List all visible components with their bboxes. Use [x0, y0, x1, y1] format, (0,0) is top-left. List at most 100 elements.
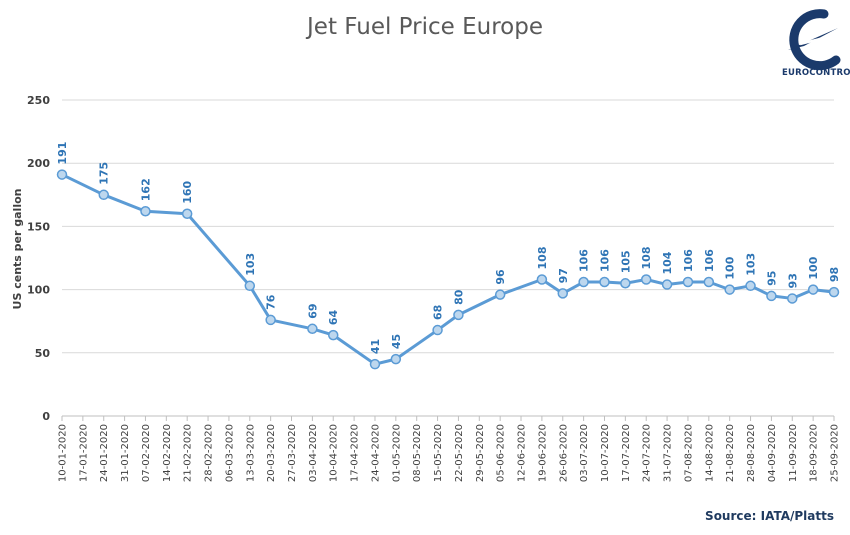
data-label: 103: [745, 253, 758, 276]
data-label: 104: [661, 251, 674, 274]
x-tick-label: 06-03-2020: [224, 424, 235, 482]
x-tick-label: 28-02-2020: [204, 424, 215, 482]
data-label: 108: [640, 247, 653, 270]
data-label: 98: [828, 267, 841, 282]
source-note: Source: IATA/Platts: [705, 509, 834, 523]
x-tick-label: 14-02-2020: [162, 424, 173, 482]
data-label: 175: [98, 162, 111, 185]
x-tick-label: 07-08-2020: [683, 424, 694, 482]
x-tick-label: 10-07-2020: [600, 424, 611, 482]
data-point: [640, 274, 652, 285]
data-point: [390, 353, 402, 365]
logo-text: EUROCONTROL: [782, 68, 850, 78]
x-tick-label: 03-04-2020: [308, 424, 319, 482]
data-point: [703, 276, 715, 288]
eurocontrol-logo-icon: [788, 9, 841, 71]
x-tick-label: 04-09-2020: [767, 424, 778, 482]
data-point: [724, 284, 735, 295]
data-point: [578, 276, 589, 288]
x-tick-label: 26-06-2020: [558, 424, 569, 482]
data-point: [494, 289, 506, 300]
data-point: [265, 314, 276, 326]
data-label: 106: [578, 249, 591, 272]
x-tick-label: 12-06-2020: [517, 424, 528, 482]
data-point: [661, 279, 673, 290]
x-tick-label: 07-02-2020: [141, 424, 152, 482]
data-point: [682, 276, 694, 288]
x-tick-label: 19-06-2020: [537, 424, 548, 482]
data-point: [620, 278, 631, 289]
x-tick-label: 20-03-2020: [266, 424, 277, 482]
x-tick-label: 25-09-2020: [830, 424, 841, 482]
data-label: 80: [452, 289, 465, 305]
data-point: [807, 284, 819, 295]
data-point: [599, 276, 610, 288]
x-tick-label: 21-02-2020: [183, 424, 194, 482]
data-label: 95: [765, 271, 778, 286]
x-tick-label: 14-08-2020: [704, 424, 715, 482]
x-tick-label: 24-01-2020: [99, 424, 110, 482]
x-tick-label: 28-08-2020: [746, 424, 757, 482]
data-label: 100: [724, 256, 737, 279]
data-point: [453, 309, 464, 321]
data-point: [181, 208, 193, 220]
data-point: [98, 189, 109, 201]
x-tick-label: 03-07-2020: [579, 424, 590, 482]
data-point: [244, 280, 256, 292]
data-point: [787, 293, 798, 304]
x-tick-label: 21-08-2020: [725, 424, 736, 482]
data-points: [56, 169, 840, 370]
y-tick-label: 50: [35, 347, 51, 360]
data-label: 160: [181, 180, 194, 203]
data-point: [327, 329, 339, 341]
data-labels: 191 175 162 160 103 76 69 64 41 45 68 80 96 108 97 106 1…: [56, 142, 841, 355]
data-label: 93: [786, 273, 799, 288]
y-tick-label: 100: [27, 284, 50, 297]
x-tick-label: 11-09-2020: [788, 424, 799, 482]
data-label: 100: [807, 256, 820, 279]
data-label: 69: [306, 303, 319, 318]
data-label: 68: [432, 305, 445, 320]
data-label: 105: [619, 250, 632, 273]
data-point: [557, 288, 569, 299]
data-label: 106: [703, 249, 716, 272]
data-label: 103: [244, 253, 257, 276]
data-point: [745, 280, 756, 292]
x-tick-label: 10-01-2020: [58, 424, 69, 482]
data-point: [536, 274, 548, 285]
x-tick-label: 27-03-2020: [287, 424, 298, 482]
x-tick-label: 13-03-2020: [245, 424, 256, 482]
data-label: 108: [536, 247, 549, 270]
data-label: 64: [327, 309, 340, 325]
data-point: [828, 286, 840, 298]
y-axis-label: US cents per gallon: [11, 189, 24, 310]
data-point: [369, 358, 381, 370]
series-line-layer: [61, 173, 835, 366]
data-label: 106: [682, 249, 695, 272]
x-tick-label: 15-05-2020: [433, 424, 444, 482]
data-label: 162: [139, 178, 152, 201]
data-point: [432, 324, 443, 336]
y-tick-label: 200: [27, 157, 50, 170]
x-tick-label: 17-04-2020: [350, 424, 361, 482]
data-point: [56, 169, 68, 180]
data-label: 76: [265, 294, 278, 310]
x-tick-label: 17-07-2020: [621, 424, 632, 482]
y-tick-label: 250: [27, 94, 50, 107]
x-tick-label: 31-07-2020: [663, 424, 674, 482]
data-label: 97: [557, 268, 570, 283]
gridlines: [62, 99, 834, 417]
x-tick-label: 17-01-2020: [78, 424, 89, 482]
x-tick-label: 31-01-2020: [120, 424, 131, 482]
x-tick-label: 08-05-2020: [412, 424, 423, 482]
chart-title: Jet Fuel Price Europe: [307, 14, 543, 40]
series-line: [61, 173, 835, 366]
x-tick-label: 18-09-2020: [809, 424, 820, 482]
data-label: 45: [390, 334, 403, 349]
x-tick-label: 24-04-2020: [370, 424, 381, 482]
x-tick-label: 22-05-2020: [454, 424, 465, 482]
data-point: [766, 290, 777, 302]
data-point: [307, 323, 318, 335]
data-label: 106: [598, 249, 611, 272]
